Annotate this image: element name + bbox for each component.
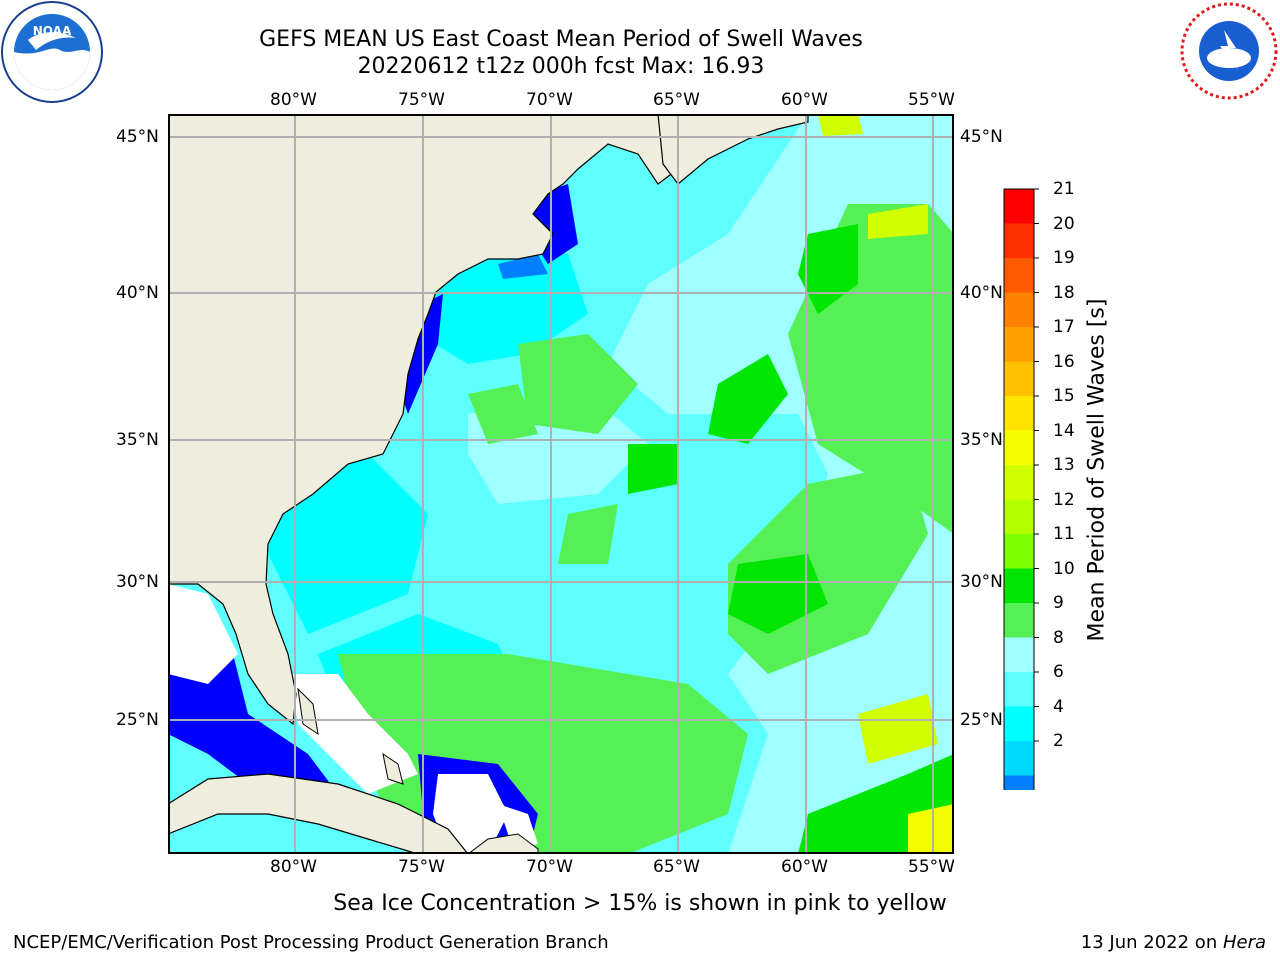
lat-label-left: 25°N [116,710,159,730]
period-band-13 [858,694,938,764]
period-band-10 [468,384,538,444]
period-band-13 [908,804,954,854]
period-band-11 [798,224,858,314]
no-data-area [168,584,238,684]
colorbar-label: 18 [1053,282,1075,303]
lon-label-bottom: 60°W [781,857,828,877]
colorbar-segment [1004,499,1034,535]
lat-label-right: 30°N [960,572,1003,592]
period-band-10 [518,334,638,434]
colorbar-segment [1004,706,1034,742]
lat-label-right: 45°N [960,127,1003,147]
lat-label-left: 30°N [116,572,159,592]
footer-date-text: 13 Jun 2022 on [1080,932,1223,953]
colorbar-segment [1004,292,1034,328]
colorbar-segment [1004,672,1034,707]
lon-label-top: 55°W [908,90,955,110]
colorbar-segment [1004,637,1034,673]
lon-label-bottom: 75°W [398,857,445,877]
lon-label-top: 75°W [398,90,445,110]
colorbar-label: 12 [1053,489,1075,510]
period-band-13 [818,114,863,136]
lat-label-right: 40°N [960,283,1003,303]
colorbar-segment [1004,223,1034,259]
colorbar-segment [1004,568,1034,604]
period-band-10 [558,504,618,564]
map-title: GEFS MEAN US East Coast Mean Period of S… [259,27,863,52]
period-band-11 [628,444,678,494]
lat-label-left: 45°N [116,127,159,147]
colorbar-label: 20 [1053,213,1075,234]
colorbar-segment [1004,361,1034,397]
colorbar-segment [1004,327,1034,362]
colorbar-label: 8 [1053,627,1064,648]
lat-label-right: 25°N [960,710,1003,730]
lat-label-left: 35°N [116,430,159,450]
lat-lon-grid [168,114,954,854]
lon-label-bottom: 55°W [908,857,955,877]
lon-label-bottom: 65°W [653,857,700,877]
lon-label-top: 80°W [270,90,317,110]
colorbar-segment [1004,741,1034,776]
sea-ice-note: Sea Ice Concentration > 15% is shown in … [333,891,947,916]
colorbar-title: Mean Period of Swell Waves [s] [1084,298,1110,642]
no-data-area [498,804,538,849]
footer-host: Hera [1222,932,1266,953]
lat-label-left: 40°N [116,283,159,303]
map-subtitle: 20220612 t12z 000h fcst Max: 16.93 [357,54,765,79]
land-bahamas [297,687,319,736]
lon-label-top: 65°W [653,90,700,110]
colorbar-label: 21 [1053,179,1075,199]
nws-logo [1180,2,1278,100]
period-band-11 [708,354,788,444]
colorbar-segment [1004,258,1034,293]
colorbar-label: 16 [1053,351,1075,372]
land-hispaniola [467,833,539,854]
colorbar-segment [1004,396,1034,431]
colorbar-label: 13 [1053,455,1075,475]
colorbar-label: 19 [1053,248,1075,268]
swell-period-map [168,114,954,854]
colorbar-segment [1004,603,1034,638]
colorbar-segment [1004,430,1034,466]
footer-credit: NCEP/EMC/Verification Post Processing Pr… [13,932,609,953]
colorbar [1003,188,1039,790]
colorbar-label: 4 [1053,696,1064,717]
colorbar-label: 6 [1053,662,1064,682]
colorbar-label: 14 [1053,420,1075,441]
land-bahamas [382,752,404,785]
land-north-america [168,114,769,726]
footer-date: 13 Jun 2022 on Hera [1081,932,1266,954]
period-band-13 [868,204,928,239]
colorbar-label: 11 [1053,524,1075,544]
lat-label-right: 35°N [960,430,1003,450]
colorbar-label: 9 [1053,593,1064,613]
land-nova-scotia [657,114,809,185]
period-band-11 [728,554,828,634]
colorbar-segment [1004,465,1034,500]
period-band-2 [398,294,443,414]
lon-label-top: 60°W [781,90,828,110]
colorbar-segment [1004,534,1034,569]
lon-label-top: 70°W [526,90,573,110]
colorbar-segment [1004,775,1034,790]
colorbar-label: 15 [1053,386,1075,406]
svg-text:NOAA: NOAA [33,24,72,38]
lon-label-bottom: 70°W [526,857,573,877]
noaa-logo: NOAA [1,1,103,103]
land-cuba [168,773,469,854]
colorbar-segment [1004,189,1034,224]
colorbar-label: 2 [1053,731,1064,751]
colorbar-label: 10 [1053,558,1075,579]
colorbar-label: 17 [1053,317,1075,337]
period-band-2 [498,254,548,279]
lon-label-bottom: 80°W [270,857,317,877]
